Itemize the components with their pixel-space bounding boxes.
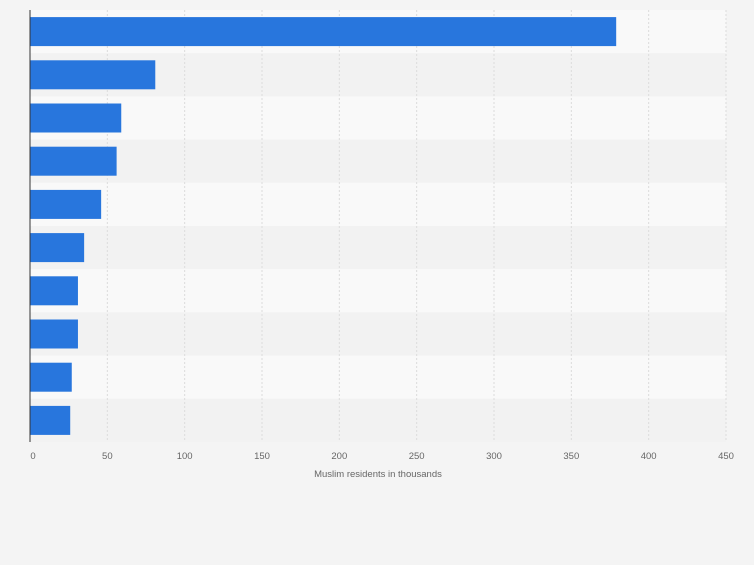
bar — [30, 405, 71, 435]
x-tick-label: 100 — [177, 451, 193, 462]
x-tick-labels: 0 50 100 150 200 250 300 350 400 450 — [30, 451, 734, 462]
bar — [30, 60, 156, 90]
x-tick-label: 200 — [331, 451, 347, 462]
row-band — [30, 226, 726, 270]
row-band — [30, 355, 726, 399]
x-axis-title: Muslim residents in thousands — [314, 469, 442, 480]
row-band — [30, 312, 726, 356]
row-band — [30, 139, 726, 183]
bar — [30, 362, 72, 392]
bars — [30, 17, 617, 435]
bar — [30, 319, 78, 349]
row-bands — [30, 10, 726, 442]
bar — [30, 276, 78, 306]
x-tick-label: 450 — [718, 451, 734, 462]
x-tick-label: 400 — [641, 451, 657, 462]
bar — [30, 189, 102, 219]
x-tick-label: 150 — [254, 451, 270, 462]
bar — [30, 17, 617, 47]
row-band — [30, 269, 726, 313]
x-tick-label: 300 — [486, 451, 502, 462]
x-tick-label: 0 — [30, 451, 35, 462]
row-band — [30, 398, 726, 442]
row-band — [30, 96, 726, 140]
x-tick-label: 350 — [563, 451, 579, 462]
bar — [30, 103, 122, 133]
bar — [30, 146, 117, 176]
bar — [30, 233, 85, 263]
x-tick-label: 250 — [409, 451, 425, 462]
x-tick-label: 50 — [102, 451, 113, 462]
row-band — [30, 182, 726, 226]
